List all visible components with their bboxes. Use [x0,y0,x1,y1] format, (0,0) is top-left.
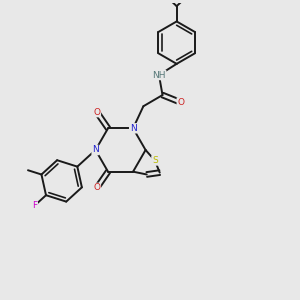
Text: N: N [130,124,136,133]
Text: O: O [93,108,100,117]
Text: NH: NH [152,70,166,80]
Text: S: S [152,156,158,165]
Text: O: O [177,98,184,107]
Text: F: F [32,201,37,210]
Text: O: O [93,183,100,192]
Text: N: N [92,146,99,154]
